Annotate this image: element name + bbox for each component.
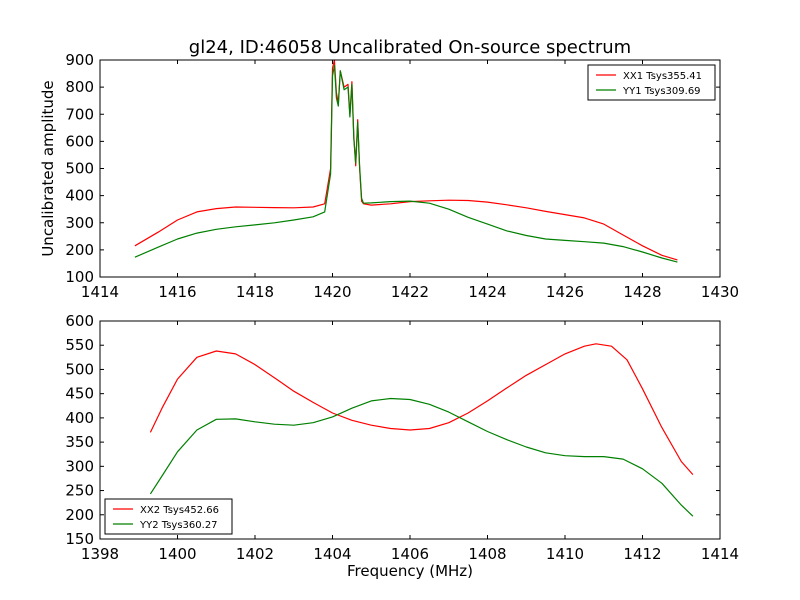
legend-entry: XX2 Tsys452.66 <box>140 505 219 516</box>
y-tick-label: 300 <box>65 457 94 475</box>
y-tick-label: 350 <box>65 433 94 451</box>
series-line-yy1 <box>134 64 678 263</box>
legend: XX1 Tsys355.41 YY1 Tsys309.69 <box>587 64 716 101</box>
legend-entry: YY1 Tsys309.69 <box>622 86 701 97</box>
y-tick-label: 500 <box>65 160 94 178</box>
x-tick-label: 1430 <box>701 283 739 301</box>
series-line-xx2 <box>149 343 694 475</box>
y-tick-label: 600 <box>65 132 94 150</box>
series-line-yy2 <box>149 397 694 517</box>
y-tick-label: 800 <box>65 78 94 96</box>
x-tick-label: 1424 <box>468 283 506 301</box>
y-tick-label: 550 <box>65 336 94 354</box>
x-tick-label: 1404 <box>313 545 351 563</box>
y-tick-label: 500 <box>65 360 94 378</box>
legend-entry: YY2 Tsys360.27 <box>139 520 218 531</box>
y-tick-label: 150 <box>65 530 94 548</box>
x-tick-label: 1408 <box>468 545 506 563</box>
x-tick-label: 1414 <box>701 545 739 563</box>
x-tick-label: 1398 <box>81 545 119 563</box>
y-tick-label: 250 <box>65 482 94 500</box>
y-tick-label: 200 <box>65 241 94 259</box>
x-tick-label: 1416 <box>158 283 196 301</box>
x-tick-label: 1420 <box>313 283 351 301</box>
y-tick-label: 600 <box>65 312 94 330</box>
legend-entry: XX1 Tsys355.41 <box>623 71 702 82</box>
x-tick-label: 1426 <box>546 283 584 301</box>
x-tick-label: 1414 <box>81 283 119 301</box>
x-tick-label: 1402 <box>236 545 274 563</box>
y-tick-label: 200 <box>65 506 94 524</box>
y-axis-label: Uncalibrated amplitude <box>39 80 57 256</box>
legend-box <box>587 64 716 101</box>
chart-title: gl24, ID:46058 Uncalibrated On-source sp… <box>189 37 631 58</box>
bottom-panel: 1398 1400 1402 1404 1406 1408 1410 1412 1414 150 2… <box>65 312 739 580</box>
y-tick-label: 300 <box>65 214 94 232</box>
x-tick-label: 1418 <box>236 283 274 301</box>
x-tick-label: 1428 <box>623 283 661 301</box>
y-tick-label: 100 <box>65 268 94 286</box>
x-tick-label: 1410 <box>546 545 584 563</box>
top-panel: 1414 1416 1418 1420 1422 1424 1426 1428 1430 100 2… <box>39 51 739 301</box>
y-tick-label: 700 <box>65 105 94 123</box>
y-tick-label: 900 <box>65 51 94 69</box>
x-tick-label: 1412 <box>623 545 661 563</box>
x-tick-label: 1400 <box>158 545 196 563</box>
x-axis-label: Frequency (MHz) <box>347 562 473 580</box>
legend-box <box>104 498 233 535</box>
y-tick-label: 400 <box>65 187 94 205</box>
x-tick-label: 1422 <box>391 283 429 301</box>
y-tick-label: 450 <box>65 385 94 403</box>
legend: XX2 Tsys452.66 YY2 Tsys360.27 <box>104 498 233 535</box>
y-tick-label: 400 <box>65 409 94 427</box>
x-tick-label: 1406 <box>391 545 429 563</box>
